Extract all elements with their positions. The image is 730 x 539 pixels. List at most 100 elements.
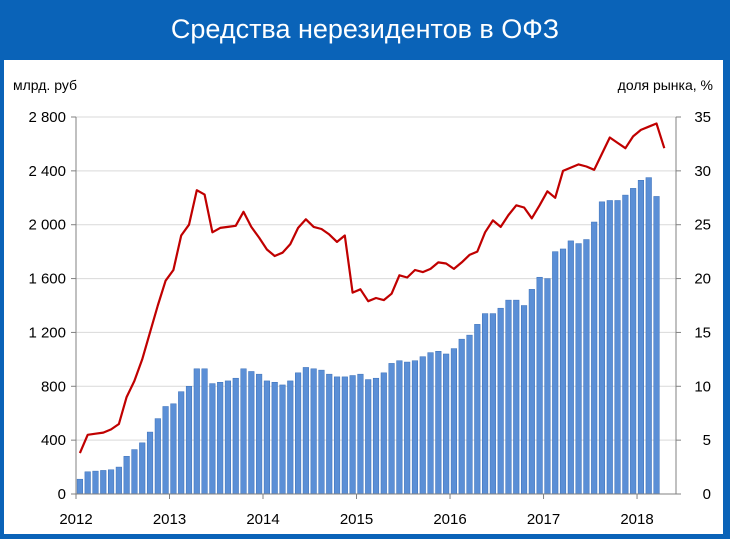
bar	[536, 276, 543, 495]
bar	[100, 470, 107, 495]
y-tick-right: 15	[694, 324, 711, 341]
market-share-line	[78, 122, 666, 454]
bar	[240, 368, 247, 495]
bar	[256, 373, 263, 495]
bar	[209, 383, 216, 495]
y-tick-left: 2 400	[28, 163, 66, 180]
bar	[435, 351, 442, 495]
bar	[310, 368, 317, 495]
bar	[396, 360, 403, 495]
y-tick-right: 30	[694, 163, 711, 180]
x-tick-label: 2016	[433, 511, 466, 528]
bar	[559, 248, 567, 495]
bar	[357, 373, 364, 495]
y-tick-left: 2 000	[28, 217, 66, 234]
chart-panel: млрд. руб доля рынка, % 0 400 800 1 200 1 60…	[4, 60, 723, 534]
bar	[443, 353, 450, 495]
bar	[318, 369, 325, 495]
bar	[567, 240, 574, 495]
bar	[458, 338, 465, 495]
bar	[372, 377, 380, 495]
y-tick-left: 800	[41, 378, 66, 395]
bar	[591, 221, 598, 495]
bar	[505, 299, 512, 495]
bar	[341, 376, 348, 495]
x-tick-label: 2018	[620, 511, 653, 528]
y-tick-right: 10	[694, 378, 711, 395]
x-tick-label: 2013	[153, 511, 186, 528]
bar	[162, 406, 169, 495]
bar	[365, 379, 372, 495]
bar	[427, 352, 434, 495]
bar	[139, 442, 146, 495]
bar	[411, 360, 419, 495]
bar	[388, 363, 395, 495]
x-tick-label: 2012	[59, 511, 92, 528]
bar	[287, 380, 294, 495]
bar	[217, 381, 224, 495]
bar	[598, 201, 606, 495]
bar	[92, 470, 99, 495]
y-axis-right-label: доля рынка, %	[617, 77, 713, 93]
bar	[84, 471, 91, 495]
bar	[170, 403, 177, 495]
bar	[295, 372, 302, 495]
y-tick-right: 35	[694, 109, 711, 126]
x-tick-label: 2015	[340, 511, 373, 528]
bar	[606, 200, 613, 495]
bar	[271, 381, 278, 495]
bar	[575, 243, 582, 495]
bar	[279, 384, 286, 495]
y-tick-left: 400	[41, 432, 66, 449]
bar	[450, 348, 457, 495]
bar	[653, 196, 660, 495]
bar	[232, 377, 239, 495]
bar	[497, 307, 504, 495]
y-tick-left: 0	[58, 486, 66, 503]
bar	[193, 368, 200, 495]
bar	[630, 188, 637, 495]
bar	[583, 239, 590, 495]
bar	[131, 449, 138, 495]
bar	[146, 431, 154, 495]
bar	[201, 368, 208, 495]
bar	[123, 456, 130, 495]
bar	[178, 391, 185, 495]
bar	[185, 386, 193, 495]
bar	[622, 194, 629, 495]
bar	[645, 177, 652, 495]
bar	[302, 367, 309, 495]
bar	[520, 305, 528, 495]
bar	[614, 200, 621, 495]
y-tick-right: 0	[703, 486, 711, 503]
x-tick-label: 2017	[527, 511, 560, 528]
bar	[108, 469, 115, 495]
bar	[482, 313, 489, 495]
chart-svg: 0 400 800 1 200 1 600 2 000 2 400 2 800 0 5 10 15 20…	[28, 109, 711, 528]
bar	[326, 373, 333, 495]
bar	[248, 371, 255, 495]
bar	[513, 299, 520, 495]
y-tick-left: 1 600	[28, 271, 66, 288]
bar	[224, 380, 232, 495]
bar	[544, 278, 551, 495]
bar	[404, 361, 411, 495]
chart-title: Средства нерезидентов в ОФЗ	[170, 14, 560, 44]
bar	[419, 356, 426, 495]
bar	[637, 180, 644, 495]
bar	[489, 313, 496, 495]
bar	[349, 375, 356, 495]
y-tick-left: 1 200	[28, 324, 66, 341]
y-axis-left-label: млрд. руб	[13, 77, 78, 93]
bar	[76, 478, 83, 495]
bar	[115, 466, 122, 495]
bar	[528, 289, 535, 495]
bar	[474, 324, 481, 495]
bar	[466, 334, 473, 495]
y-tick-right: 25	[694, 217, 711, 234]
bar	[154, 418, 161, 495]
y-tick-right: 5	[703, 432, 711, 449]
x-tick-label: 2014	[246, 511, 279, 528]
bar	[380, 372, 387, 495]
